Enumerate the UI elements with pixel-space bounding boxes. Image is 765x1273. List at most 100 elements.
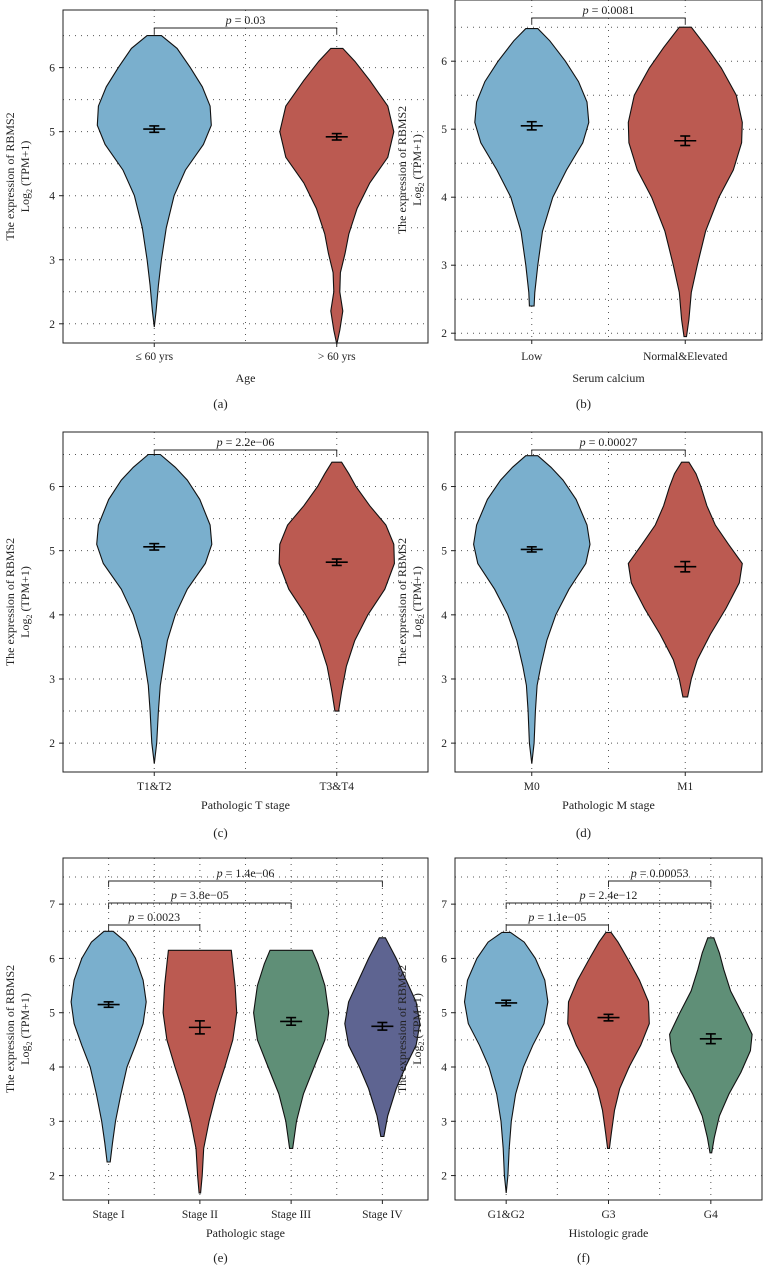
violin-Normal&Elevated [627, 26, 743, 338]
chart-panel-6: G1&G2 G3 G4p = 1.1e−05p = 2.4e−12p = 0.000… [395, 857, 763, 1265]
p-value: = 3.8e−05 [177, 888, 229, 902]
y-tick-label: 3 [441, 260, 447, 272]
y-axis-log-base: 2 [417, 1042, 426, 1046]
p-value-label: p = 0.03 [225, 13, 266, 27]
panel-letter: (b) [576, 396, 591, 411]
panel-letter: (c) [213, 825, 227, 840]
significance-bracket [108, 924, 201, 931]
y-axis-log: Log [18, 193, 32, 212]
y-tick-label: 6 [49, 482, 55, 494]
x-tick-label: Stage III [271, 1209, 311, 1221]
x-axis-title: Histologic grade [569, 1226, 649, 1240]
p-value-label: p = 3.8e−05 [170, 888, 229, 902]
violin-Stage III [253, 949, 330, 1149]
y-axis-unit: (TPM+1) [410, 993, 424, 1041]
p-symbol: p [216, 435, 223, 449]
plot-frame [454, 431, 763, 773]
p-value: = 0.00027 [586, 435, 638, 449]
p-symbol: p [225, 13, 232, 27]
y-axis-title: The expression of RBMS2 [395, 538, 409, 666]
p-symbol: p [579, 888, 586, 902]
violin-M0 [473, 455, 591, 764]
chart-panel-4: M0 M1 p = 0.00027 2 3 4 5 6 The expression of RB… [395, 431, 763, 840]
x-tick-label: Stage IV [362, 1209, 403, 1221]
p-symbol: p [216, 866, 223, 880]
violin-G4 [669, 937, 753, 1154]
violin-T3&T4 [278, 461, 395, 712]
y-axis-log-base: 2 [417, 183, 426, 187]
y-tick-label: 5 [49, 1008, 55, 1020]
p-value-label: p = 0.0023 [127, 910, 180, 924]
y-axis-log: Log [410, 1046, 424, 1065]
p-symbol: p [630, 866, 637, 880]
plot-frame [454, 0, 763, 341]
x-axis-title: Pathologic M stage [562, 798, 655, 812]
plot-frame [62, 857, 429, 1201]
y-axis-log: Log [410, 619, 424, 638]
y-axis-subtitle: Log2 (TPM+1) [410, 566, 426, 638]
y-tick-label: 4 [441, 192, 447, 204]
y-tick-label: 5 [49, 127, 55, 139]
y-axis-subtitle: Log2 (TPM+1) [410, 134, 426, 206]
p-value: = 2.4e−12 [586, 888, 638, 902]
p-value: = 0.03 [232, 13, 266, 27]
p-value-label: p = 0.0081 [582, 3, 635, 17]
plot-frame [62, 431, 429, 773]
p-value-label: p = 1.4e−06 [216, 866, 275, 880]
y-tick-label: 4 [441, 610, 447, 622]
p-value-label: p = 0.00027 [579, 435, 638, 449]
y-tick-label: 6 [441, 482, 447, 494]
y-tick-label: 5 [49, 546, 55, 558]
y-axis-title: The expression of RBMS2 [3, 965, 17, 1093]
y-axis-log: Log [18, 619, 32, 638]
violin-≤ 60 yrs [96, 35, 212, 328]
p-value-label: p = 1.1e−05 [527, 910, 586, 924]
x-tick-label: T1&T2 [137, 781, 172, 793]
panel-letter: (a) [213, 396, 227, 411]
y-tick-label: 7 [49, 899, 55, 911]
p-value-label: p = 2.2e−06 [216, 435, 275, 449]
x-tick-label: Stage II [182, 1209, 218, 1221]
y-tick-label: 5 [441, 546, 447, 558]
y-tick-label: 2 [441, 328, 447, 340]
y-axis-unit: (TPM+1) [410, 134, 424, 182]
violin-G1&G2 [463, 931, 549, 1193]
p-value-label: p = 2.4e−12 [579, 888, 638, 902]
y-axis-subtitle: Log2 (TPM+1) [18, 566, 34, 638]
y-tick-label: 3 [441, 1116, 447, 1128]
significance-bracket [531, 17, 686, 24]
chart-panel-5: Stage I Stage II Stage III Stage IV p = 0.00… [3, 857, 429, 1265]
p-symbol: p [579, 435, 586, 449]
y-tick-label: 5 [441, 124, 447, 136]
x-axis-title: Serum calcium [572, 371, 645, 385]
violin-> 60 yrs [279, 47, 395, 345]
x-tick-label: M0 [524, 781, 540, 793]
y-tick-label: 3 [49, 674, 55, 686]
violin-Stage IV [344, 937, 421, 1138]
y-axis-title: The expression of RBMS2 [3, 538, 17, 666]
violin-M1 [627, 461, 743, 698]
y-axis-subtitle: Log2 (TPM+1) [18, 993, 34, 1065]
y-tick-label: 3 [49, 255, 55, 267]
y-tick-label: 6 [49, 953, 55, 965]
x-tick-label: Low [521, 351, 543, 363]
y-tick-label: 4 [49, 191, 55, 203]
x-axis-title: Pathologic stage [206, 1226, 285, 1240]
y-axis-subtitle: Log2 (TPM+1) [410, 993, 426, 1065]
significance-bracket [108, 880, 383, 887]
significance-bracket [108, 902, 292, 909]
significance-bracket [153, 449, 338, 456]
y-tick-label: 4 [441, 1062, 447, 1074]
y-axis-log-base: 2 [25, 1042, 34, 1046]
panel-letter: (d) [576, 825, 591, 840]
y-axis-log-base: 2 [25, 189, 34, 193]
y-tick-label: 2 [49, 319, 55, 331]
chart-panel-3: T1&T2 T3&T4 p = 2.2e−06 2 3 4 5 6 The expression… [3, 431, 429, 840]
y-axis-title: The expression of RBMS2 [3, 112, 17, 240]
panel-letter: (e) [213, 1250, 227, 1265]
y-axis-subtitle: Log2 (TPM+1) [18, 141, 34, 213]
y-tick-label: 3 [49, 1116, 55, 1128]
y-axis-title: The expression of RBMS2 [395, 106, 409, 234]
y-axis-log-base: 2 [25, 615, 34, 619]
